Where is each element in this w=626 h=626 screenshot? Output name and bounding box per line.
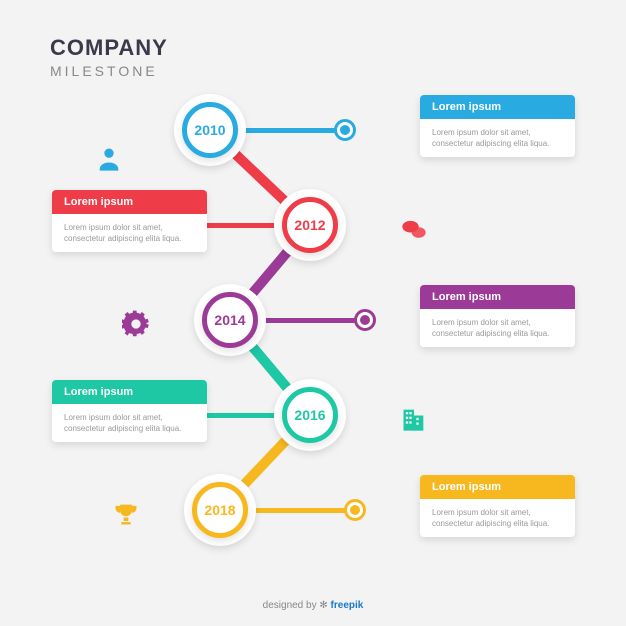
endpoint-marker [334,119,356,141]
milestone-card: Lorem ipsumLorem ipsum dolor sit amet, c… [420,285,575,347]
year-node: 2010 [182,102,238,158]
milestone-card: Lorem ipsumLorem ipsum dolor sit amet, c… [420,95,575,157]
year-label: 2010 [194,122,225,138]
chat-icon [400,215,428,243]
year-node: 2016 [282,387,338,443]
year-label: 2012 [294,217,325,233]
card-title: Lorem ipsum [420,285,575,309]
card-body: Lorem ipsum dolor sit amet, consectetur … [52,404,207,442]
milestone-card: Lorem ipsumLorem ipsum dolor sit amet, c… [52,190,207,252]
card-body: Lorem ipsum dolor sit amet, consectetur … [420,119,575,157]
credit-brand: freepik [331,600,364,611]
endpoint-marker [354,309,376,331]
endpoint-marker [344,499,366,521]
milestone-card: Lorem ipsumLorem ipsum dolor sit amet, c… [420,475,575,537]
credit-line: designed by ✻ freepik [0,600,626,611]
trophy-icon [112,500,140,528]
credit-prefix: designed by [263,600,320,611]
milestone-card: Lorem ipsumLorem ipsum dolor sit amet, c… [52,380,207,442]
card-title: Lorem ipsum [420,95,575,119]
year-node: 2018 [192,482,248,538]
timeline-canvas: 2010Lorem ipsumLorem ipsum dolor sit ame… [0,0,626,626]
card-title: Lorem ipsum [420,475,575,499]
year-node: 2012 [282,197,338,253]
year-label: 2014 [214,312,245,328]
card-title: Lorem ipsum [52,380,207,404]
card-body: Lorem ipsum dolor sit amet, consectetur … [52,214,207,252]
year-label: 2016 [294,407,325,423]
person-icon [95,145,123,173]
building-icon [400,405,428,433]
card-title: Lorem ipsum [52,190,207,214]
card-body: Lorem ipsum dolor sit amet, consectetur … [420,499,575,537]
year-label: 2018 [204,502,235,518]
gear-icon [122,310,150,338]
year-node: 2014 [202,292,258,348]
card-body: Lorem ipsum dolor sit amet, consectetur … [420,309,575,347]
